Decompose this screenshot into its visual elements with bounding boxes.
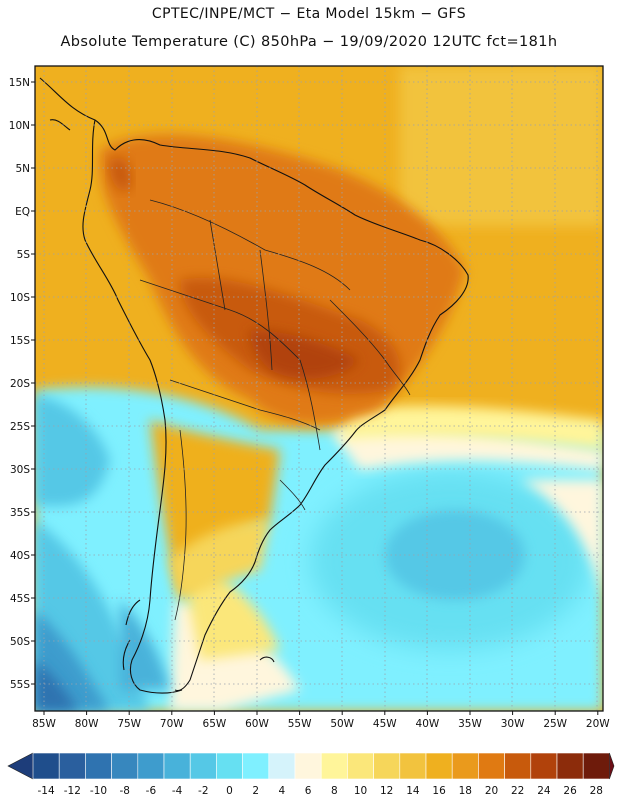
colorbar-tick-label: -14: [38, 785, 55, 797]
lat-label: 10S: [10, 292, 30, 304]
lon-label: 65W: [203, 718, 227, 730]
colorbar-swatch: [189, 752, 217, 780]
lat-label: 30S: [10, 464, 30, 476]
lat-label: 45S: [10, 593, 30, 605]
lon-label: 45W: [373, 718, 397, 730]
colorbar-tick-label: 4: [279, 785, 286, 797]
colorbar-tick-label: 6: [305, 785, 312, 797]
colorbar-swatch: [268, 752, 296, 780]
colorbar-tick-label: 20: [485, 785, 498, 797]
colorbar-swatch: [137, 752, 165, 780]
temperature-field: [35, 66, 603, 711]
colorbar-swatch: [85, 752, 112, 780]
colorbar: -14 -12 -10 -8 -6 -4 -2 0 2 4 6 8 10 12 14 16 18 20 22 24 26…: [7, 752, 615, 797]
colorbar-swatch: [373, 752, 401, 780]
colorbar-swatch: [504, 752, 532, 780]
colorbar-swatch: [478, 752, 505, 780]
lon-label: 30W: [501, 718, 525, 730]
colorbar-tick-label: -8: [119, 785, 129, 797]
lat-label: EQ: [15, 206, 30, 218]
lat-label: 55S: [10, 679, 30, 691]
colorbar-swatch: [399, 752, 427, 780]
colorbar-swatch: [451, 752, 479, 780]
lon-label: 55W: [288, 718, 312, 730]
colorbar-low-arrow: [7, 752, 34, 780]
colorbar-swatch: [58, 752, 86, 780]
coastlines: [39, 77, 469, 694]
colorbar-tick-label: 28: [590, 785, 603, 797]
colorbar-tick-label: 22: [511, 785, 524, 797]
colorbar-tick-label: -6: [146, 785, 157, 797]
lat-label: 35S: [10, 507, 30, 519]
colorbar-swatch: [163, 752, 191, 780]
colorbar-tick-label: -10: [90, 785, 107, 797]
colorbar-swatch: [425, 752, 453, 780]
map-frame: [34, 65, 604, 712]
map-title-line2: Absolute Temperature (C) 850hPa − 19/09/…: [60, 34, 558, 50]
colorbar-tick-label: 8: [331, 785, 338, 797]
lat-label: 5N: [15, 163, 30, 175]
colorbar-tick-label: 24: [537, 785, 551, 797]
graticule: [35, 66, 603, 711]
lon-label: 35W: [458, 718, 482, 730]
colorbar-tick-label: 16: [432, 785, 446, 797]
colorbar-tick-label: 18: [459, 785, 472, 797]
colorbar-tick-label: 14: [406, 785, 420, 797]
longitude-labels: 85W 80W 75W 70W 65W 60W 55W 50W 45W 40W 35W 30W 25W 2…: [32, 711, 610, 730]
colorbar-swatch: [347, 752, 374, 780]
lat-label: 40S: [10, 550, 30, 562]
latitude-labels: 15N 10N 5N EQ 5S 10S 15S 20S 25S 30S 35S 40S 45S 50S 5…: [9, 77, 35, 691]
lat-label: 20S: [10, 378, 30, 390]
lon-label: 70W: [160, 718, 184, 730]
colorbar-tick-label: 26: [563, 785, 577, 797]
lon-label: 50W: [330, 718, 354, 730]
lon-label: 85W: [32, 718, 56, 730]
lon-label: 25W: [543, 718, 567, 730]
lon-label: 60W: [245, 718, 269, 730]
colorbar-tick-label: -12: [64, 785, 81, 797]
colorbar-swatch: [242, 752, 270, 780]
colorbar-tick-label: 2: [252, 785, 259, 797]
lon-label: 20W: [586, 718, 610, 730]
colorbar-swatch: [582, 752, 610, 780]
colorbar-tick-label: 0: [226, 785, 233, 797]
lon-label: 80W: [75, 718, 99, 730]
colorbar-swatch: [556, 752, 584, 780]
colorbar-swatch: [530, 752, 558, 780]
colorbar-tick-label: -2: [198, 785, 208, 797]
lat-label: 5S: [17, 249, 31, 261]
colorbar-swatch: [32, 752, 60, 780]
lat-label: 10N: [9, 120, 30, 132]
colorbar-swatch: [320, 752, 348, 780]
map-title-line1: CPTEC/INPE/MCT − Eta Model 15km − GFS: [151, 6, 467, 22]
colorbar-swatch: [111, 752, 139, 780]
lon-label: 40W: [416, 718, 440, 730]
colorbar-tick-label: -4: [172, 785, 183, 797]
colorbar-swatch: [294, 752, 322, 780]
lon-label: 75W: [117, 718, 141, 730]
colorbar-swatch: [216, 752, 243, 780]
colorbar-tick-label: 12: [380, 785, 393, 797]
lat-label: 25S: [10, 421, 30, 433]
lat-label: 15N: [9, 77, 30, 89]
lat-label: 15S: [10, 335, 30, 347]
lat-label: 50S: [10, 636, 30, 648]
colorbar-high-arrow: [609, 752, 615, 780]
colorbar-tick-label: 10: [354, 785, 367, 797]
